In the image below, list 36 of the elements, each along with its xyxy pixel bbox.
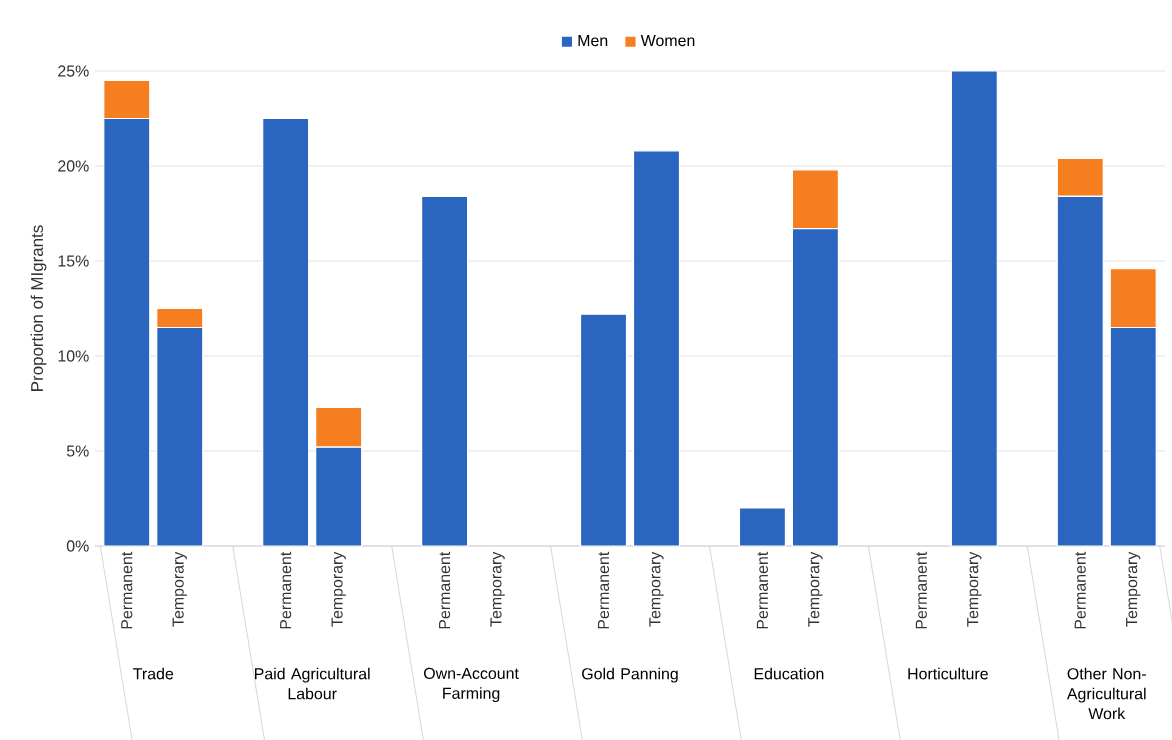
text: Paid Agricultural Labour [255,667,370,700]
bar [421,195,469,547]
x-tick-label: Permanent [756,551,768,629]
bar [738,507,787,547]
x-tick-label: Permanent [597,551,610,629]
x-tick-label: Permanent [280,551,292,629]
x-tick-label: Permanent [439,551,451,629]
y-tick-label: 25% [58,65,89,77]
y-tick-label: 15% [58,255,89,267]
bar [950,70,998,547]
y-tick-label: 5% [66,445,89,457]
text: Education [754,667,824,680]
y-tick-label: 10% [58,350,89,362]
text: Horticulture [908,667,988,680]
x-tick-label: Permanent [121,551,133,629]
text: Gold Panning [582,667,678,683]
y-tick-label: 20% [58,160,89,172]
x-tick-label: Temporary [967,551,982,627]
x-tick-label: Permanent [915,551,927,629]
y-tick-label: 0% [66,540,89,552]
text: Trade [133,667,174,680]
y-axis-title: Proportion of MIgrants [30,225,47,391]
text: Own-Account Farming [424,667,519,703]
bar [262,117,310,547]
x-tick-label: Temporary [172,551,187,627]
x-tick-label: Permanent [1074,551,1086,629]
bar [632,150,681,547]
text: Other Non-Agricultural Work [1066,667,1146,720]
x-tick-label: Temporary [808,551,823,627]
bar [579,313,628,547]
x-tick-label: Temporary [649,551,664,627]
legend-label: Men [578,35,608,47]
legend-label: Women [640,35,695,47]
x-tick-label: Temporary [490,551,505,627]
x-tick-label: Temporary [331,551,346,627]
x-tick-label: Temporary [1126,551,1141,627]
